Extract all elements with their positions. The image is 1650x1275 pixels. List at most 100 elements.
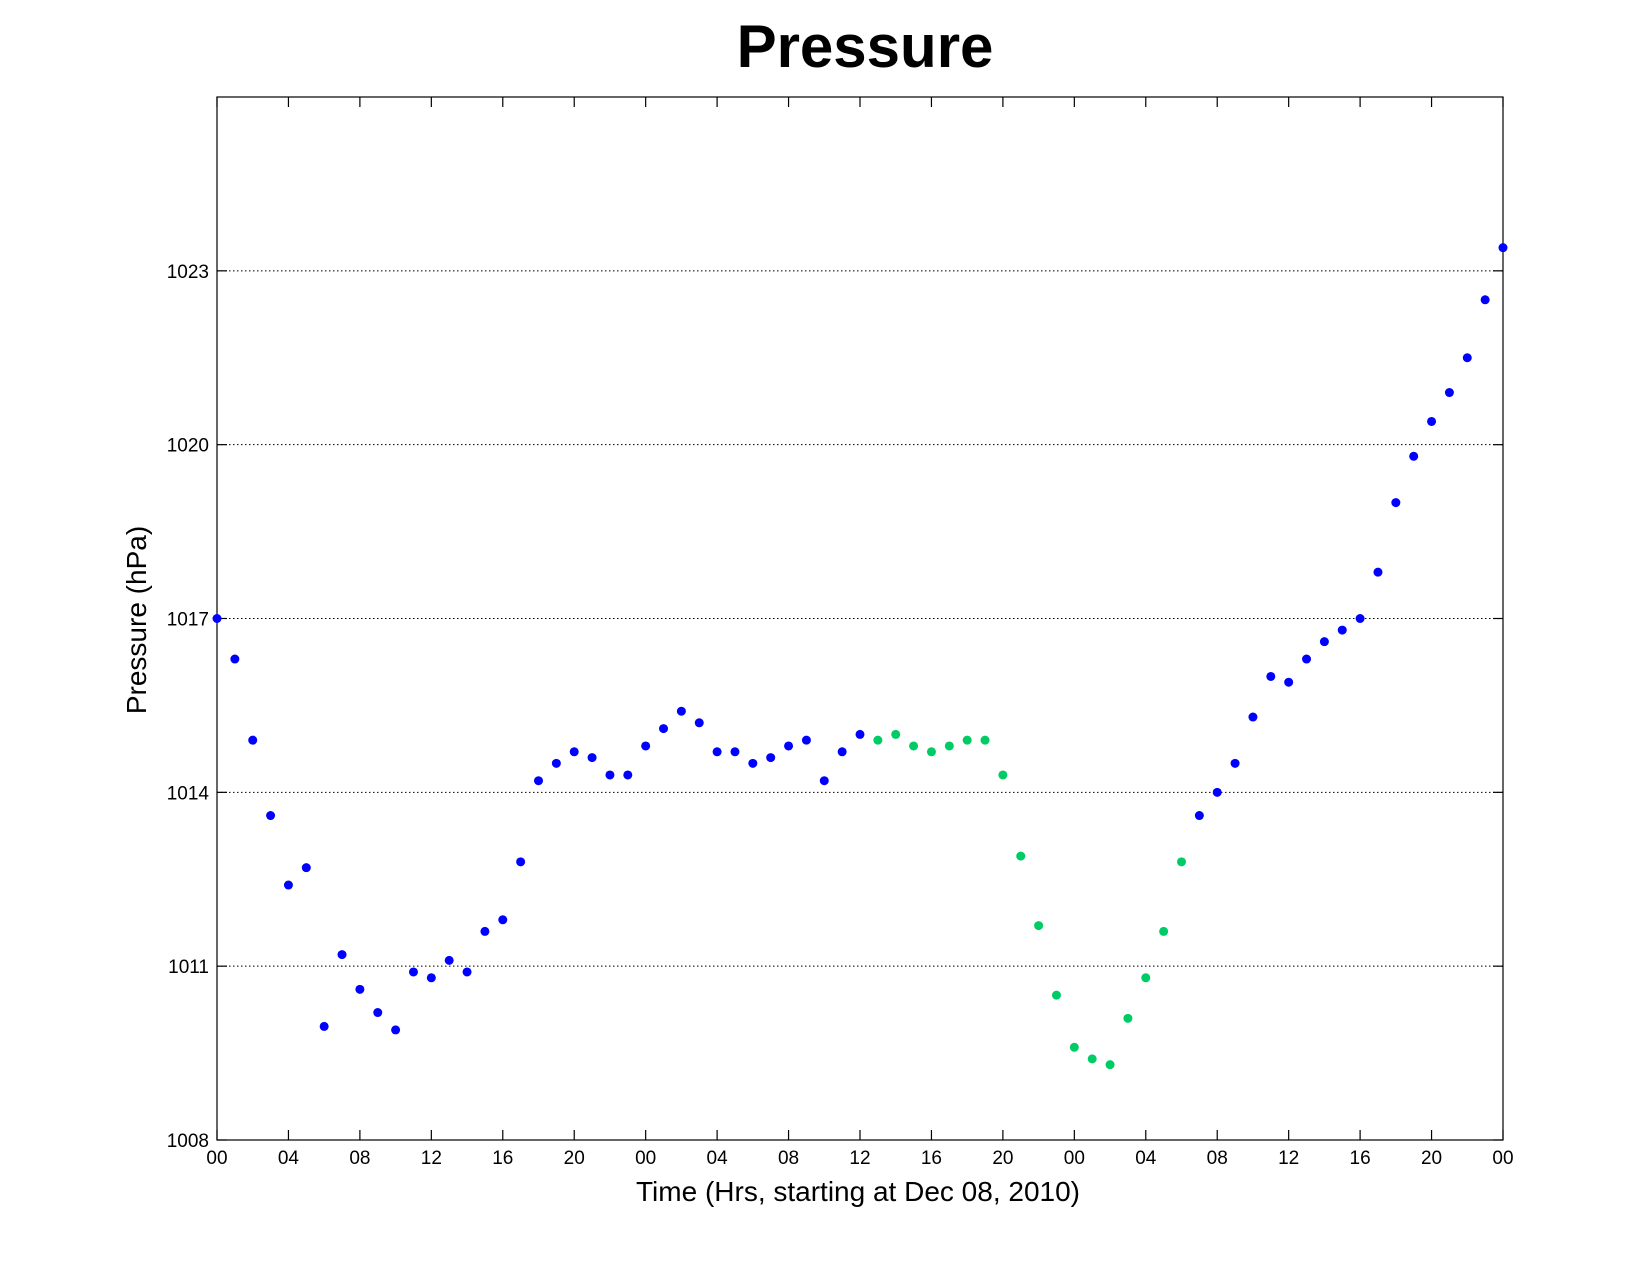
x-tick-label: 04 bbox=[1135, 1148, 1157, 1169]
data-point bbox=[1337, 625, 1347, 635]
data-point bbox=[319, 1021, 329, 1031]
y-axis-label: Pressure (hPa) bbox=[121, 526, 152, 714]
data-point bbox=[1212, 787, 1222, 797]
data-point bbox=[980, 735, 990, 745]
data-point bbox=[534, 776, 543, 786]
data-point bbox=[1409, 451, 1419, 461]
data-point bbox=[212, 614, 222, 623]
x-tick-label: 16 bbox=[1350, 1148, 1371, 1169]
data-point bbox=[623, 770, 633, 780]
x-tick-label: 00 bbox=[635, 1148, 656, 1169]
data-point bbox=[1266, 671, 1276, 681]
data-point bbox=[283, 880, 293, 890]
data-point bbox=[712, 747, 722, 757]
axis-ticks bbox=[216, 97, 1504, 1141]
data-point bbox=[1141, 973, 1151, 983]
data-point bbox=[1427, 416, 1437, 426]
data-point bbox=[837, 747, 847, 757]
data-point bbox=[1016, 851, 1026, 861]
tick-labels: 1008 1011 1014 1017 1020 1023 00 04 08 12 16 20 00 04… bbox=[167, 262, 1514, 1169]
data-point bbox=[1319, 637, 1329, 647]
data-point bbox=[1087, 1054, 1097, 1064]
data-point bbox=[1462, 353, 1472, 363]
x-tick-label: 12 bbox=[1278, 1148, 1299, 1169]
data-point bbox=[962, 735, 972, 745]
data-point bbox=[1391, 498, 1401, 508]
data-point bbox=[873, 735, 883, 745]
data-point bbox=[766, 753, 776, 763]
grid-lines bbox=[217, 270, 1503, 967]
data-point bbox=[587, 753, 597, 763]
data-point bbox=[1230, 758, 1240, 768]
data-point bbox=[551, 758, 561, 768]
data-point bbox=[1355, 614, 1365, 623]
data-point bbox=[855, 729, 865, 739]
x-tick-label: 16 bbox=[492, 1148, 513, 1169]
data-point bbox=[248, 735, 258, 745]
x-tick-label: 08 bbox=[1207, 1148, 1228, 1169]
data-point bbox=[444, 955, 454, 965]
data-point bbox=[373, 1008, 383, 1018]
data-point bbox=[301, 863, 311, 873]
data-point bbox=[748, 758, 758, 768]
x-tick-label: 12 bbox=[421, 1148, 442, 1169]
data-point bbox=[1105, 1060, 1115, 1070]
data-point bbox=[1480, 295, 1490, 305]
x-tick-label: 00 bbox=[1492, 1148, 1513, 1169]
data-point bbox=[1194, 811, 1204, 821]
data-point bbox=[909, 741, 919, 751]
data-point bbox=[1444, 388, 1454, 398]
data-point bbox=[337, 950, 347, 960]
data-point bbox=[266, 811, 276, 821]
x-tick-label: 08 bbox=[349, 1148, 370, 1169]
data-point bbox=[1284, 677, 1294, 687]
data-point bbox=[480, 926, 490, 936]
y-tick-label: 1014 bbox=[167, 783, 210, 804]
data-point bbox=[462, 967, 472, 977]
data-point bbox=[730, 747, 740, 757]
chart-title: Pressure bbox=[736, 13, 994, 80]
data-point bbox=[498, 915, 508, 925]
data-point bbox=[516, 857, 526, 867]
x-tick-label: 16 bbox=[921, 1148, 942, 1169]
y-tick-label: 1011 bbox=[168, 957, 209, 978]
data-point bbox=[801, 735, 811, 745]
data-point bbox=[998, 770, 1008, 780]
data-point bbox=[605, 770, 615, 780]
data-point bbox=[694, 718, 704, 728]
x-tick-label: 00 bbox=[1064, 1148, 1085, 1169]
data-point bbox=[676, 706, 686, 716]
data-point bbox=[1498, 243, 1508, 253]
data-point bbox=[926, 747, 936, 757]
data-point bbox=[659, 724, 669, 734]
data-point bbox=[1034, 921, 1044, 931]
y-tick-label: 1020 bbox=[167, 436, 209, 457]
x-tick-label: 00 bbox=[206, 1148, 227, 1169]
data-point bbox=[641, 741, 651, 751]
x-tick-label: 04 bbox=[278, 1148, 300, 1169]
data-point bbox=[1051, 990, 1061, 1000]
data-point bbox=[1248, 712, 1258, 722]
data-points bbox=[212, 243, 1508, 1070]
data-point bbox=[944, 741, 954, 751]
data-point bbox=[819, 776, 829, 786]
data-point bbox=[426, 973, 436, 983]
y-tick-label: 1008 bbox=[167, 1131, 209, 1152]
x-tick-label: 04 bbox=[707, 1148, 729, 1169]
x-tick-label: 20 bbox=[992, 1148, 1013, 1169]
data-point bbox=[355, 984, 365, 994]
data-point bbox=[1302, 654, 1312, 664]
data-point bbox=[408, 967, 418, 977]
x-tick-label: 08 bbox=[778, 1148, 799, 1169]
data-point bbox=[569, 747, 579, 757]
y-tick-label: 1023 bbox=[167, 262, 209, 283]
y-tick-label: 1017 bbox=[167, 610, 209, 631]
data-point bbox=[1159, 926, 1169, 936]
data-point bbox=[1123, 1013, 1133, 1023]
x-tick-label: 12 bbox=[849, 1148, 870, 1169]
x-tick-label: 20 bbox=[1421, 1148, 1442, 1169]
data-point bbox=[230, 654, 240, 664]
data-point bbox=[1069, 1042, 1079, 1052]
x-axis-label: Time (Hrs, starting at Dec 08, 2010) bbox=[636, 1176, 1080, 1207]
